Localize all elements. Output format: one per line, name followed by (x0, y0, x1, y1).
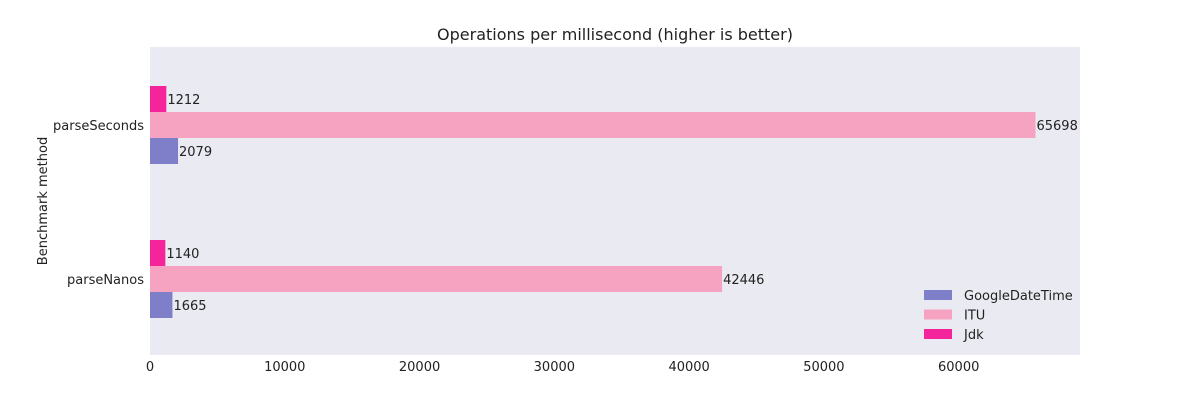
bar-jdk-parsenanos (150, 240, 166, 266)
legend: GoogleDateTime ITU Jdk (924, 289, 1073, 343)
legend-label-jdk: Jdk (963, 328, 984, 343)
x-tick-label: 20000 (399, 360, 440, 375)
legend-label-itu: ITU (964, 309, 985, 324)
x-tick-label: 30000 (534, 360, 575, 375)
category-label-parsenanos: parseNanos (67, 273, 144, 288)
bar-googledatetime-parsenanos (150, 292, 173, 318)
bar-jdk-parseseconds (150, 86, 167, 112)
x-tick-label: 60000 (938, 360, 979, 375)
x-tick-label: 0 (146, 360, 154, 375)
legend-swatch-googledatetime (924, 290, 952, 300)
x-tick-label: 40000 (668, 360, 709, 375)
bar-value-label: 1665 (173, 299, 206, 314)
plot-area (150, 47, 1080, 355)
bar-value-label: 2079 (179, 145, 212, 160)
bar-itu-parsenanos (150, 266, 723, 292)
bar-itu-parseseconds (150, 112, 1036, 138)
bar-value-label: 65698 (1036, 119, 1077, 134)
bar-value-label: 42446 (723, 273, 764, 288)
legend-swatch-itu (924, 309, 952, 320)
x-tick-label: 10000 (264, 360, 305, 375)
chart-title: Operations per millisecond (higher is be… (437, 25, 793, 44)
x-tick-label: 50000 (803, 360, 844, 375)
bar-value-label: 1212 (167, 93, 200, 108)
category-label-parseseconds: parseSeconds (53, 119, 144, 134)
legend-swatch-jdk (924, 329, 952, 339)
legend-label-googledatetime: GoogleDateTime (964, 289, 1073, 304)
bar-value-label: 1140 (166, 247, 199, 262)
bar-googledatetime-parseseconds (150, 138, 179, 164)
y-axis-label: Benchmark method (36, 137, 51, 265)
